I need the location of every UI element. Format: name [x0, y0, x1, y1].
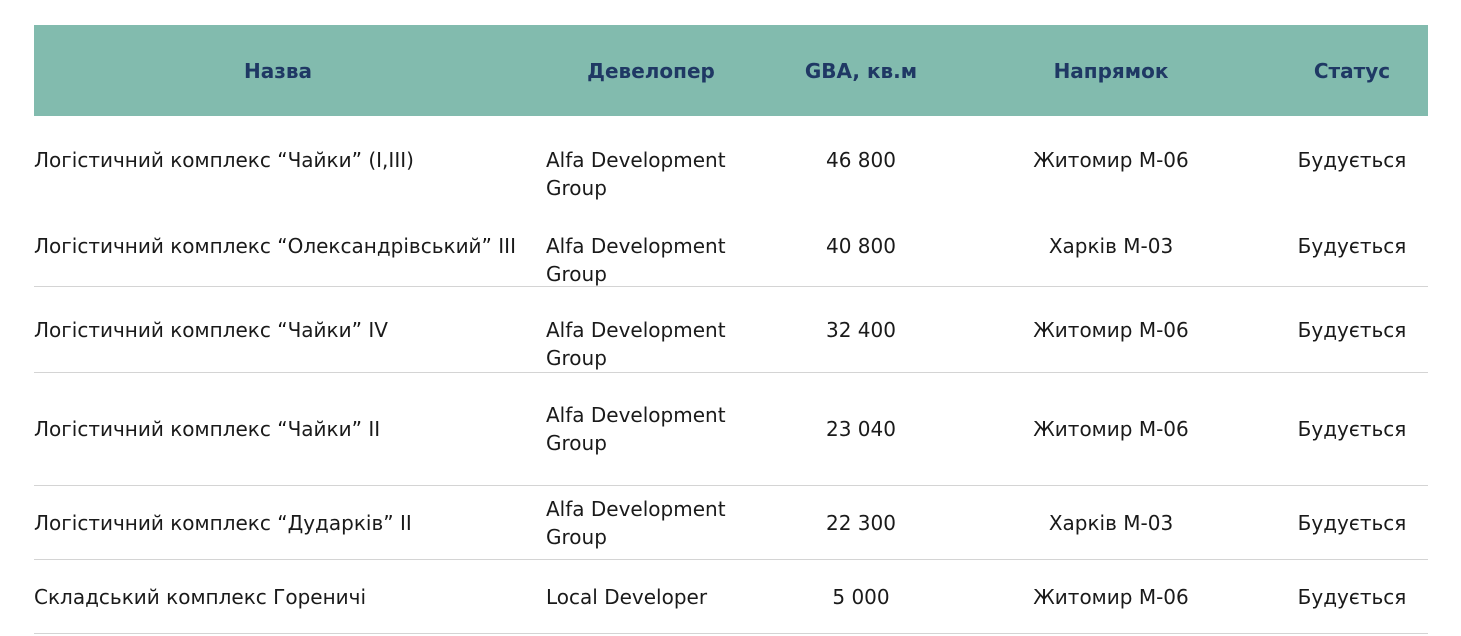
- cell-status: Будується: [1297, 318, 1407, 342]
- cell-status: Будується: [1297, 234, 1407, 258]
- cell-direction: Житомир М-06: [1033, 318, 1189, 342]
- header-status: Статус: [1313, 58, 1391, 83]
- table-row: Логістичний комплекс “Чайки” (I,III) Alf…: [34, 116, 1428, 213]
- table-row: Логістичний комплекс “Олександрівський” …: [34, 213, 1428, 287]
- cell-gba: 22 300: [826, 510, 896, 535]
- cell-direction: Харків М-03: [1048, 234, 1174, 258]
- cell-developer: Alfa Development Group: [546, 496, 726, 549]
- cell-developer: Local Developer: [546, 584, 708, 609]
- cell-direction: Харків М-03: [1048, 510, 1174, 535]
- table-row: Логістичний комплекс “Чайки” IV Alfa Dev…: [34, 287, 1428, 373]
- cell-name: Логістичний комплекс “Олександрівський” …: [34, 234, 516, 258]
- table-row: Складський комплекс Гореничі Local Devel…: [34, 560, 1428, 634]
- cell-direction: Житомир М-06: [1033, 584, 1189, 609]
- cell-status: Будується: [1297, 417, 1407, 441]
- header-developer: Девелопер: [587, 58, 715, 83]
- projects-table: Назва Девелопер GBA, кв.м Напрямок Стату…: [34, 25, 1428, 634]
- cell-developer: Alfa Development Group: [546, 148, 726, 200]
- cell-developer: Alfa Development Group: [546, 234, 726, 286]
- header-direction: Напрямок: [1053, 58, 1169, 83]
- cell-gba: 5 000: [832, 584, 890, 609]
- cell-gba: 46 800: [826, 148, 896, 172]
- header-gba: GBA, кв.м: [804, 58, 918, 83]
- table-row: Логістичний комплекс “Дударків” II Alfa …: [34, 486, 1428, 560]
- cell-status: Будується: [1297, 510, 1407, 535]
- cell-name: Логістичний комплекс “Чайки” (I,III): [34, 148, 414, 172]
- table-header: Назва Девелопер GBA, кв.м Напрямок Стату…: [34, 25, 1428, 116]
- cell-name: Складський комплекс Гореничі: [34, 584, 367, 609]
- cell-name: Логістичний комплекс “Чайки” II: [34, 417, 381, 441]
- cell-gba: 32 400: [826, 318, 896, 342]
- cell-name: Логістичний комплекс “Чайки” IV: [34, 318, 388, 342]
- table-row: Логістичний комплекс “Чайки” II Alfa Dev…: [34, 373, 1428, 486]
- cell-direction: Житомир М-06: [1033, 148, 1189, 172]
- header-name: Назва: [243, 58, 312, 83]
- cell-developer: Alfa Development Group: [546, 318, 726, 370]
- cell-gba: 40 800: [826, 234, 896, 258]
- cell-status: Будується: [1297, 584, 1407, 609]
- cell-direction: Житомир М-06: [1033, 417, 1189, 441]
- cell-gba: 23 040: [826, 417, 896, 441]
- cell-name: Логістичний комплекс “Дударків” II: [34, 510, 412, 535]
- cell-developer: Alfa Development Group: [546, 403, 726, 455]
- cell-status: Будується: [1297, 148, 1407, 172]
